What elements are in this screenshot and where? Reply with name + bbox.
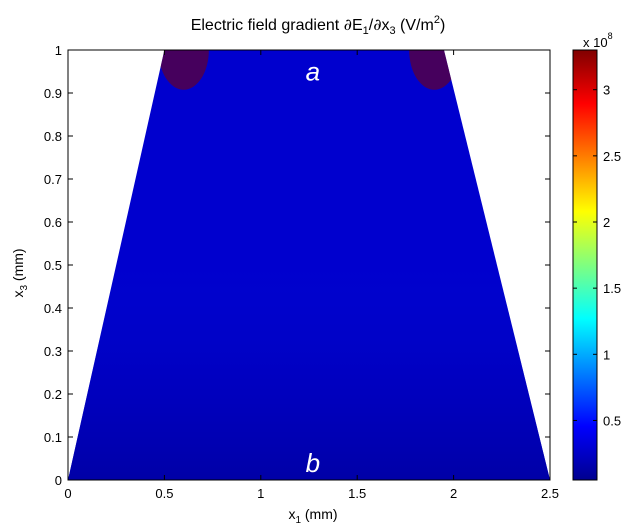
field-heatmap: [68, 50, 550, 480]
y-axis: 0 0.1 0.2 0.3 0.4 0.5 0.6 0.7 0.8 0.9 1: [44, 43, 550, 488]
x-tick-label: 0: [64, 486, 71, 501]
svg-text:Electric field gradient ∂E1/∂x: Electric field gradient ∂E1/∂x3 (V/m2): [191, 14, 446, 37]
colorbar: 0.5 1 1.5 2 2.5 3 x 108: [572, 31, 621, 481]
x-axis: 0 0.5 1 1.5 2 2.5: [64, 50, 559, 501]
y-tick-label: 0.9: [44, 86, 62, 101]
x-axis-label: x1 (mm): [288, 506, 337, 523]
annotation-label-a: a: [306, 57, 320, 87]
title-slash: /: [369, 17, 374, 34]
x-tick-label: 0.5: [155, 486, 173, 501]
annotations: ab: [306, 57, 320, 478]
plot-area: 0 0.5 1 1.5 2 2.5 0 0.1 0.2 0.3 0.4 0.5 0.6 0.7 0.8 0.…: [44, 43, 559, 501]
colorbar-tick-label: 2.5: [603, 149, 621, 164]
field-hotspot-1: [137, 50, 230, 231]
title-e-subscript: 1: [363, 25, 369, 37]
title-units-superscript: 2: [434, 14, 440, 26]
y-axis-label: x3 (mm): [10, 248, 30, 297]
x-tick-label: 1: [257, 486, 264, 501]
annotation-label-b: b: [306, 448, 320, 478]
y-tick-label: 1: [55, 43, 62, 58]
y-tick-label: 0.8: [44, 129, 62, 144]
x-tick-label: 1.5: [348, 486, 366, 501]
title-units-close: ): [440, 17, 445, 34]
y-tick-label: 0.2: [44, 387, 62, 402]
y-tick-label: 0.1: [44, 430, 62, 445]
y-tick-label: 0.3: [44, 344, 62, 359]
colorbar-multiplier: x 108: [583, 31, 613, 50]
colorbar-tick-label: 1: [603, 347, 610, 362]
y-tick-label: 0.5: [44, 258, 62, 273]
title-prefix: Electric field gradient: [191, 17, 344, 34]
y-tick-label: 0: [55, 473, 62, 488]
chart-title: Electric field gradient ∂E1/∂x3 (V/m2): [191, 14, 446, 37]
y-tick-label: 0.6: [44, 215, 62, 230]
title-units-open: (V/m: [396, 17, 434, 34]
title-partial-symbol: ∂: [344, 15, 352, 34]
field-hotspot-core-1: [158, 50, 209, 90]
colorbar-tick-label: 3: [603, 83, 610, 98]
colorbar-gradient: [573, 50, 597, 480]
colorbar-ticks: 0.5 1 1.5 2 2.5 3: [573, 83, 621, 428]
field-low-center: [235, 50, 390, 214]
y-tick-label: 0.7: [44, 172, 62, 187]
colorbar-tick-label: 0.5: [603, 413, 621, 428]
x-tick-label: 2.5: [541, 486, 559, 501]
colorbar-frame: [572, 49, 598, 481]
x-tick-label: 2: [450, 486, 457, 501]
title-partial-symbol-2: ∂: [373, 15, 381, 34]
colorbar-tick-label: 2: [603, 215, 610, 230]
title-e-variable: E: [352, 17, 363, 34]
field-hotspot-core-2: [409, 50, 460, 90]
colorbar-tick-label: 1.5: [603, 281, 621, 296]
title-x-variable: x: [381, 17, 389, 34]
field-hotspot-2: [388, 50, 481, 231]
y-tick-label: 0.4: [44, 301, 62, 316]
title-x-subscript: 3: [389, 25, 395, 37]
